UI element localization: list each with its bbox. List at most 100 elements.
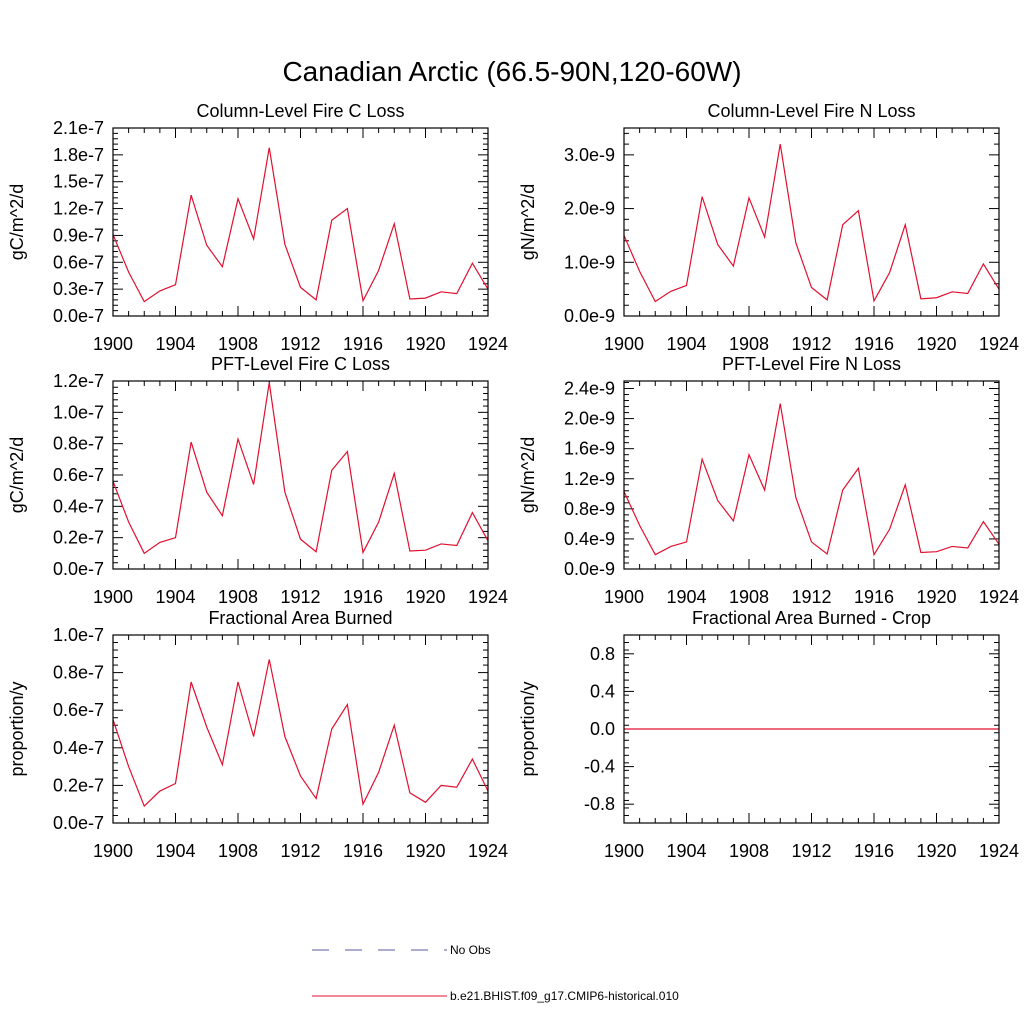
y-tick-label: 2.0e-9 xyxy=(564,409,615,429)
y-tick-label: 0.8e-9 xyxy=(564,499,615,519)
y-tick-label: 0.0e-9 xyxy=(564,306,615,326)
y-axis-label: proportion/y xyxy=(7,681,27,776)
x-tick-label: 1920 xyxy=(405,587,445,607)
x-tick-label: 1920 xyxy=(916,334,956,354)
y-tick-label: -0.4 xyxy=(584,757,615,777)
x-tick-label: 1904 xyxy=(155,841,195,861)
panel-4: PFT-Level Fire N Loss gN/m^2/d 1900 1904 190… xyxy=(518,354,1019,607)
y-axis-label: gN/m^2/d xyxy=(518,437,538,513)
x-tick-label: 1904 xyxy=(666,587,706,607)
x-tick-label: 1908 xyxy=(218,841,258,861)
y-tick-label: 1.0e-7 xyxy=(53,625,104,645)
x-tick-label: 1908 xyxy=(218,334,258,354)
series-line-1 xyxy=(623,144,1000,303)
x-tick-label: 1916 xyxy=(854,841,894,861)
x-tick-label: 1924 xyxy=(468,587,508,607)
panel-title: Fractional Area Burned - Crop xyxy=(692,608,931,628)
x-tick-label: 1920 xyxy=(916,841,956,861)
x-tick-label: 1920 xyxy=(405,334,445,354)
x-tick-label: 1900 xyxy=(604,841,644,861)
y-tick-label: 0.6e-7 xyxy=(53,252,104,272)
series-line-1 xyxy=(112,147,489,303)
panel-2: Column-Level Fire N Loss gN/m^2/d 1900 1904… xyxy=(518,101,1019,354)
y-tick-label: 1.5e-7 xyxy=(53,172,104,192)
y-axis-label: gN/m^2/d xyxy=(518,184,538,260)
x-tick-label: 1912 xyxy=(791,334,831,354)
y-tick-label: 1.8e-7 xyxy=(53,145,104,165)
panel-title: PFT-Level Fire N Loss xyxy=(722,354,901,374)
x-tick-label: 1900 xyxy=(93,334,133,354)
plot-frame xyxy=(623,380,1000,570)
x-tick-label: 1908 xyxy=(729,587,769,607)
x-tick-label: 1912 xyxy=(280,841,320,861)
y-tick-label: 0.0 xyxy=(590,719,615,739)
panel-1: Column-Level Fire C Loss gC/m^2/d 1900 1904… xyxy=(7,101,508,354)
x-tick-label: 1900 xyxy=(604,334,644,354)
y-tick-label: 1.0e-9 xyxy=(564,252,615,272)
plot-frame xyxy=(623,634,1000,824)
y-axis-label: gC/m^2/d xyxy=(7,437,27,513)
x-tick-label: 1916 xyxy=(343,334,383,354)
y-axis-label: gC/m^2/d xyxy=(7,184,27,260)
panel-title: Fractional Area Burned xyxy=(208,608,392,628)
legend-label-model: b.e21.BHIST.f09_g17.CMIP6-historical.010 xyxy=(450,989,679,1003)
y-axis-label: proportion/y xyxy=(518,681,538,776)
x-tick-label: 1912 xyxy=(791,587,831,607)
y-tick-label: 0.9e-7 xyxy=(53,225,104,245)
panel-6: Fractional Area Burned - Crop proportion/… xyxy=(518,608,1019,861)
x-tick-label: 1916 xyxy=(854,334,894,354)
panels: Column-Level Fire C Loss gC/m^2/d 1900 1904… xyxy=(7,101,1019,861)
x-tick-label: 1924 xyxy=(468,841,508,861)
x-tick-label: 1904 xyxy=(155,587,195,607)
panel-title: PFT-Level Fire C Loss xyxy=(211,354,390,374)
y-tick-label: 0.2e-7 xyxy=(53,775,104,795)
y-tick-label: 0.0e-9 xyxy=(564,559,615,579)
x-tick-label: 1908 xyxy=(729,841,769,861)
y-tick-label: 0.0e-7 xyxy=(53,559,104,579)
x-tick-label: 1916 xyxy=(343,841,383,861)
y-tick-label: 0.8 xyxy=(590,644,615,664)
plot-frame xyxy=(112,127,489,317)
x-tick-label: 1912 xyxy=(280,587,320,607)
plot-frame xyxy=(112,380,489,570)
x-tick-label: 1900 xyxy=(93,587,133,607)
y-tick-label: 1.0e-7 xyxy=(53,402,104,422)
panel-title: Column-Level Fire N Loss xyxy=(707,101,915,121)
x-tick-label: 1920 xyxy=(916,587,956,607)
x-tick-label: 1904 xyxy=(666,334,706,354)
x-tick-label: 1908 xyxy=(729,334,769,354)
series-line-1 xyxy=(112,382,489,555)
series-line-1 xyxy=(623,403,1000,557)
x-tick-label: 1920 xyxy=(405,841,445,861)
x-tick-label: 1916 xyxy=(343,587,383,607)
y-tick-label: 2.0e-9 xyxy=(564,199,615,219)
y-tick-label: 0.0e-7 xyxy=(53,306,104,326)
x-tick-label: 1916 xyxy=(854,587,894,607)
y-tick-label: -0.8 xyxy=(584,794,615,814)
x-tick-label: 1908 xyxy=(218,587,258,607)
y-tick-label: 0.4e-7 xyxy=(53,496,104,516)
y-tick-label: 2.4e-9 xyxy=(564,379,615,399)
y-tick-label: 0.4 xyxy=(590,681,615,701)
x-tick-label: 1904 xyxy=(155,334,195,354)
legend-label-no-obs: No Obs xyxy=(450,943,491,957)
y-tick-label: 0.0e-7 xyxy=(53,813,104,833)
y-tick-label: 0.6e-7 xyxy=(53,700,104,720)
y-tick-label: 3.0e-9 xyxy=(564,145,615,165)
x-tick-label: 1912 xyxy=(791,841,831,861)
x-tick-label: 1912 xyxy=(280,334,320,354)
panel-title: Column-Level Fire C Loss xyxy=(196,101,404,121)
x-tick-label: 1924 xyxy=(979,841,1019,861)
plot-frame xyxy=(112,634,489,824)
x-tick-label: 1904 xyxy=(666,841,706,861)
x-tick-label: 1924 xyxy=(468,334,508,354)
x-tick-label: 1900 xyxy=(604,587,644,607)
x-tick-label: 1924 xyxy=(979,587,1019,607)
y-tick-label: 0.3e-7 xyxy=(53,279,104,299)
plot-frame xyxy=(623,127,1000,317)
figure-title: Canadian Arctic (66.5-90N,120-60W) xyxy=(282,56,741,87)
x-tick-label: 1924 xyxy=(979,334,1019,354)
y-tick-label: 1.6e-9 xyxy=(564,439,615,459)
y-tick-label: 0.8e-7 xyxy=(53,663,104,683)
series-line-1 xyxy=(112,659,489,808)
